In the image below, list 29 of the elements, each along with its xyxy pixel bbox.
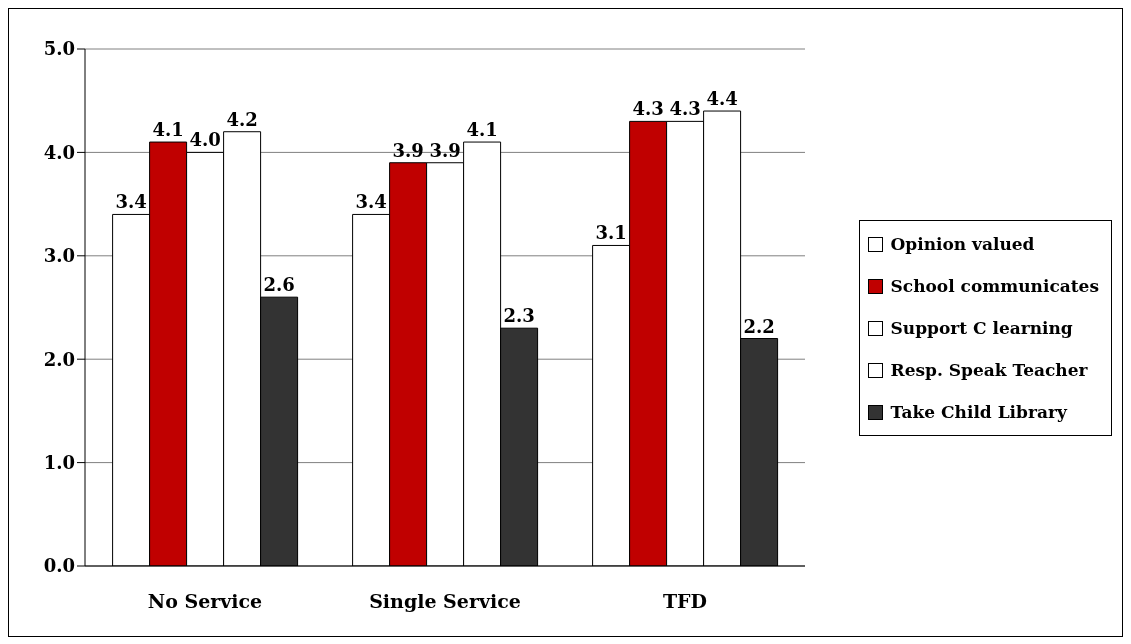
data-label: 2.6 xyxy=(263,274,295,296)
y-tick-label: 0.0 xyxy=(43,555,75,577)
data-label: 3.4 xyxy=(115,191,147,213)
legend-label: Resp. Speak Teacher xyxy=(890,360,1088,380)
y-tick-label: 4.0 xyxy=(43,141,75,163)
data-label: 2.3 xyxy=(503,305,535,327)
x-tick-label: No Service xyxy=(147,590,263,612)
data-label: 3.9 xyxy=(429,139,461,161)
x-tick-label: Single Service xyxy=(369,590,521,612)
y-tick-label: 1.0 xyxy=(43,451,75,473)
data-label: 3.1 xyxy=(595,222,627,244)
data-label: 4.1 xyxy=(466,119,498,141)
data-label: 4.3 xyxy=(669,98,701,120)
legend-label: Take Child Library xyxy=(890,402,1067,422)
data-label: 4.3 xyxy=(632,98,664,120)
data-label: 4.0 xyxy=(189,129,221,151)
y-tick-label: 5.0 xyxy=(43,38,75,60)
legend-label: Support C learning xyxy=(890,318,1073,338)
data-label: 4.2 xyxy=(226,108,258,130)
data-label: 3.9 xyxy=(392,139,424,161)
legend-label: Opinion valued xyxy=(890,234,1035,254)
data-label: 2.2 xyxy=(743,315,775,337)
y-tick-label: 2.0 xyxy=(43,348,75,370)
data-label: 3.4 xyxy=(355,191,387,213)
legend-label: School communicates xyxy=(890,276,1099,296)
data-label: 4.4 xyxy=(706,88,738,110)
y-tick-label: 3.0 xyxy=(43,245,75,267)
data-label: 4.1 xyxy=(152,119,184,141)
x-tick-label: TFD xyxy=(662,590,708,612)
